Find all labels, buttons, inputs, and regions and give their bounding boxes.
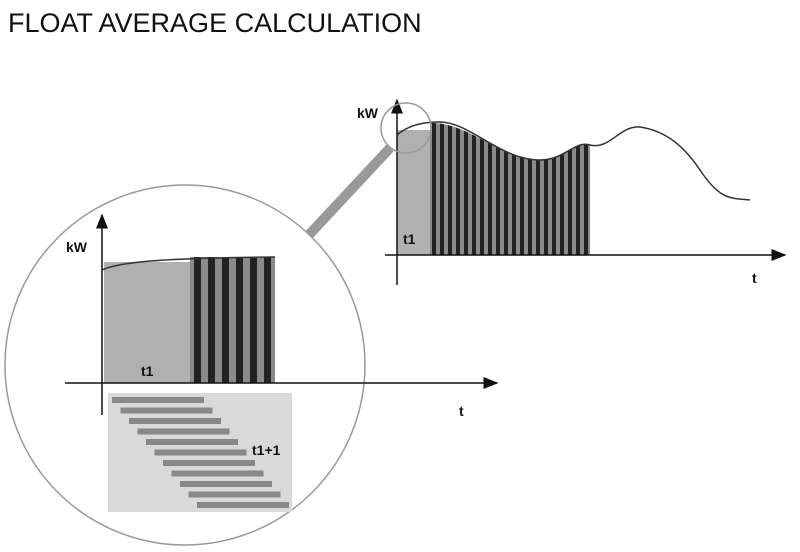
stair-bar [171,470,264,477]
stair-bar [197,502,289,508]
x-label: t [752,270,757,286]
stripe [544,122,548,255]
stripe-area [430,122,590,255]
stair-bar [112,397,204,403]
stripe [496,122,500,255]
y-label: kW [66,239,88,255]
zoom-connector [302,144,394,242]
stair-bar [188,491,281,498]
stripe [236,257,243,383]
stair-bar [137,428,230,435]
stripe [568,122,572,255]
stripes [432,122,588,255]
stripe [264,257,271,383]
stripe [222,257,229,383]
stair-bar [180,481,272,487]
stairs [112,397,289,508]
stripe [250,257,257,383]
stripe [432,122,436,255]
stripe [480,122,484,255]
stripe [520,122,524,255]
zoom-marker [380,102,432,154]
stripe-area [190,257,275,383]
stair-bar [163,460,255,466]
stripe [440,122,444,255]
stripe [504,122,508,255]
t1-area [104,262,190,383]
stair-bar [120,407,213,414]
stripe [448,122,452,255]
interval-label: t1 [141,363,154,379]
stripe [472,122,476,255]
next-interval-label: t1+1 [252,442,281,458]
stripe [552,122,556,255]
stripe [208,257,215,383]
stripe [560,122,564,255]
stripe [584,122,588,255]
stripe [576,122,580,255]
t1-area [397,130,430,255]
interval-label: t1 [403,231,416,247]
stair-bar [146,439,238,445]
y-label: kW [357,105,379,121]
stripe [456,122,460,255]
load-curve [396,121,751,201]
load-curve [101,256,276,271]
x-label: t [459,403,464,419]
stripe [488,122,492,255]
stripe [512,122,516,255]
stair-bar [129,418,221,424]
title: FLOAT AVERAGE CALCULATION [8,8,422,38]
stripe [464,122,468,255]
stripe [194,257,201,383]
stair-bar [154,449,247,456]
stripes [194,257,271,383]
stripe [528,122,532,255]
stripe [536,122,540,255]
